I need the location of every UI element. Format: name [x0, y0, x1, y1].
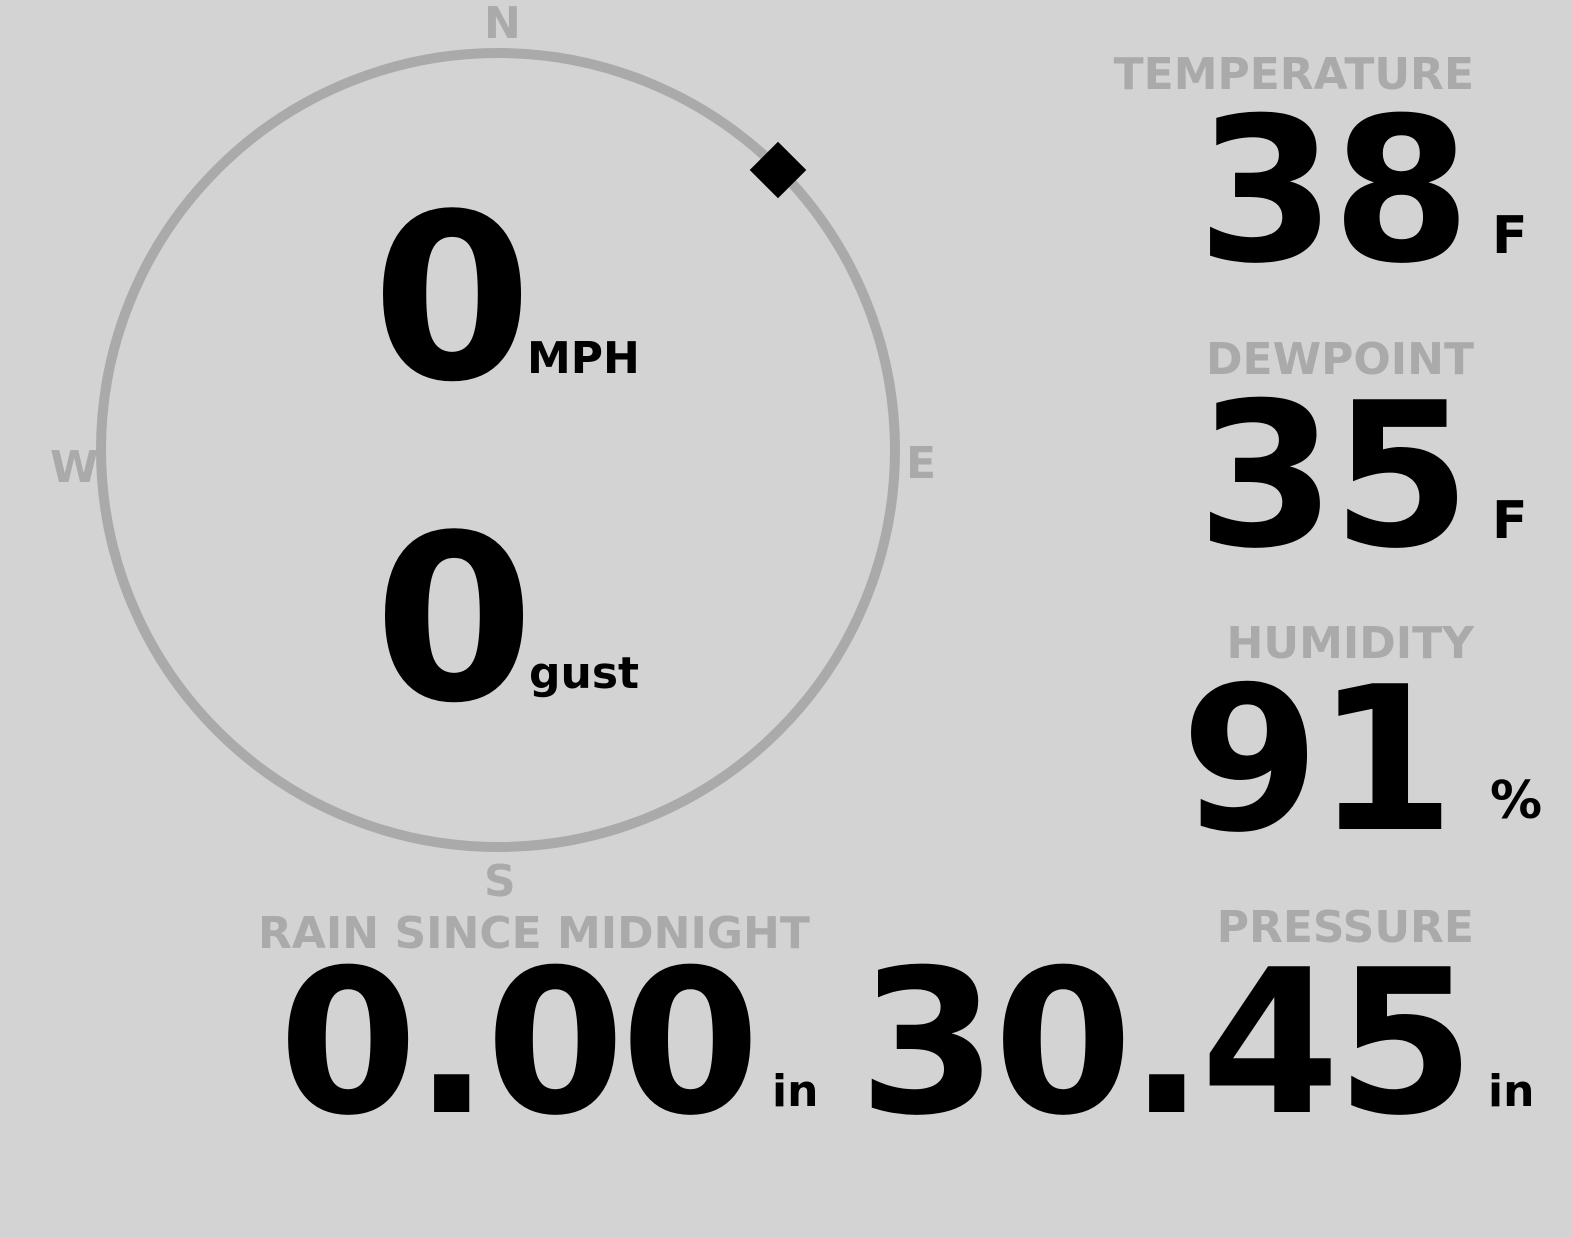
temperature-label: TEMPERATURE: [1113, 49, 1474, 100]
rain-label: RAIN SINCE MIDNIGHT: [258, 908, 810, 959]
compass-south-label: S: [484, 856, 516, 907]
wind-speed-value: 0: [372, 166, 532, 433]
temperature-unit: F: [1492, 206, 1528, 266]
compass-north-label: N: [484, 0, 521, 49]
wind-gust-value: 0: [374, 487, 534, 754]
pressure-value: 30.45: [858, 927, 1475, 1160]
compass-west-label: W: [50, 442, 99, 493]
wind-speed-unit: MPH: [527, 333, 640, 384]
humidity-unit: %: [1490, 771, 1543, 831]
wind-gust-unit: gust: [529, 648, 640, 699]
pressure-label: PRESSURE: [1216, 902, 1474, 953]
compass-east-label: E: [906, 438, 937, 489]
humidity-label: HUMIDITY: [1226, 618, 1474, 669]
dewpoint-label: DEWPOINT: [1206, 334, 1474, 385]
temperature-value: 38: [1196, 75, 1471, 308]
rain-unit: in: [772, 1066, 819, 1117]
rain-value: 0.00: [278, 927, 760, 1160]
pressure-unit: in: [1488, 1066, 1535, 1117]
dewpoint-value: 35: [1196, 360, 1471, 593]
humidity-value: 91: [1180, 644, 1455, 877]
dewpoint-unit: F: [1492, 491, 1528, 551]
compass-ring: [96, 48, 900, 852]
